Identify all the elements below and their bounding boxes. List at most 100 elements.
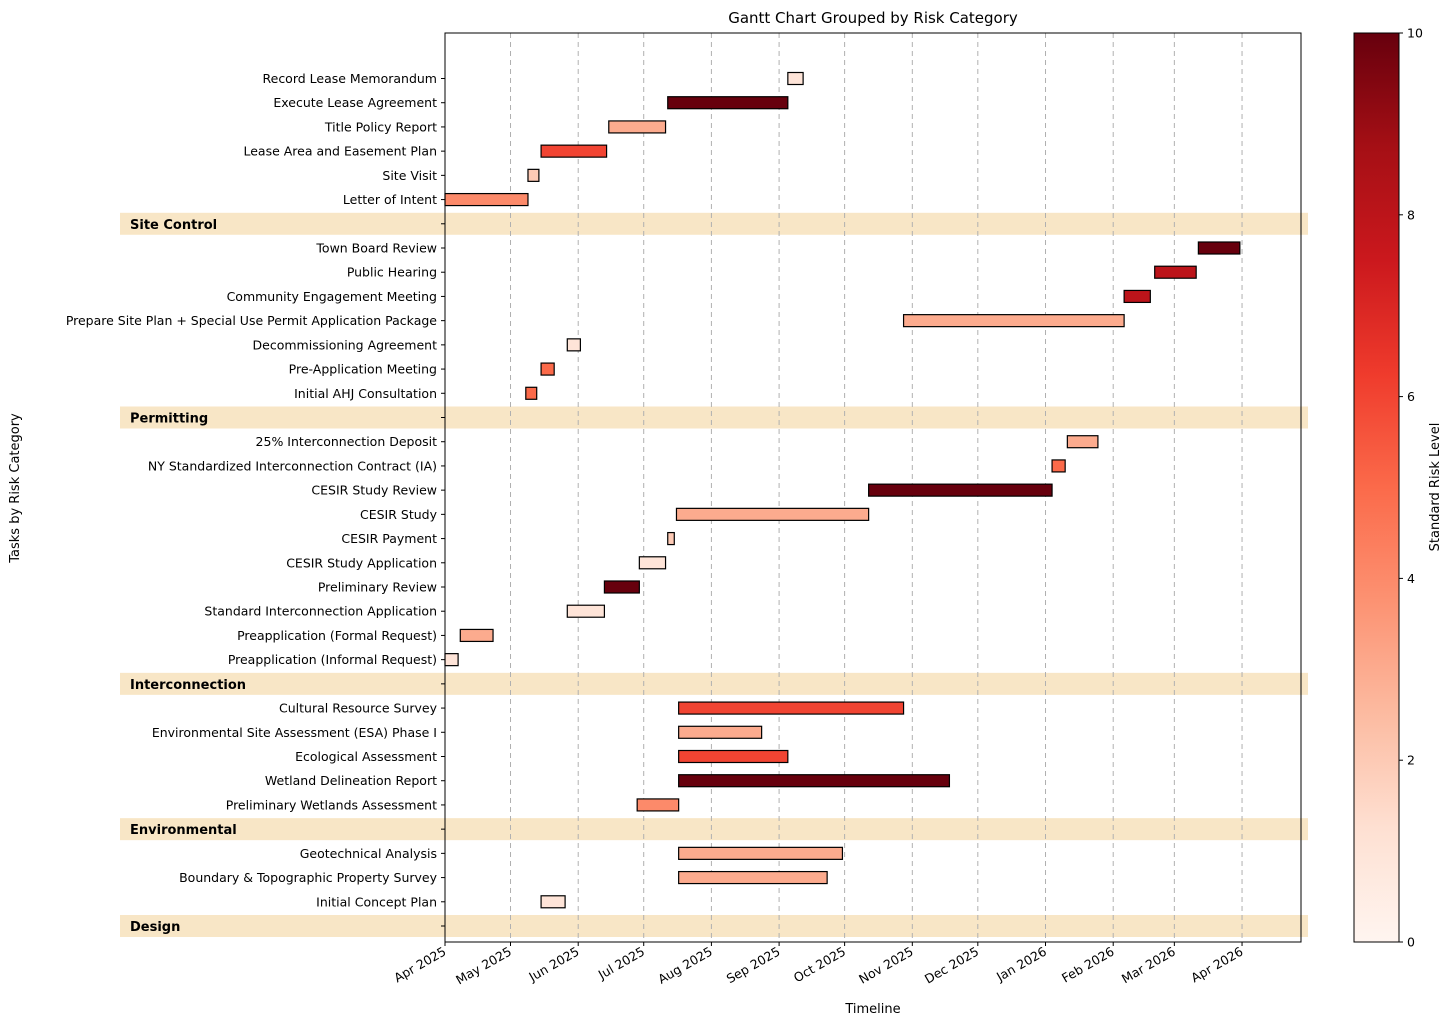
task-bar bbox=[525, 386, 538, 400]
x-tick-label: Oct 2025 bbox=[791, 944, 848, 986]
task-bar bbox=[540, 895, 566, 909]
task-label: Preapplication (Informal Request) bbox=[228, 652, 437, 667]
task-bar bbox=[678, 870, 828, 885]
task-label: Community Engagement Meeting bbox=[227, 289, 437, 304]
x-tick-label: Mar 2026 bbox=[1119, 944, 1178, 987]
colorbar-tick-label: 6 bbox=[1407, 389, 1415, 404]
task-bar bbox=[444, 653, 459, 667]
task-bar bbox=[1066, 435, 1099, 449]
task-bar bbox=[566, 338, 581, 352]
category-label: Permitting bbox=[130, 412, 208, 427]
task-bar bbox=[678, 701, 905, 715]
x-tick-label: Jul 2025 bbox=[595, 944, 647, 983]
task-label: CESIR Study Review bbox=[311, 483, 437, 498]
task-label: CESIR Study bbox=[360, 507, 438, 522]
colorbar: 0 2 4 6 8 10 bbox=[1353, 26, 1423, 950]
category-label: Interconnection bbox=[130, 678, 246, 693]
colorbar-tick-label: 10 bbox=[1407, 26, 1423, 41]
x-tick-labels: Apr 2025 May 2025 Jun 2025 Jul 2025 Aug 2025… bbox=[391, 942, 1246, 988]
x-tick-label: Apr 2026 bbox=[1188, 944, 1245, 986]
task-label: Geotechnical Analysis bbox=[300, 846, 437, 861]
task-label: 25% Interconnection Deposit bbox=[256, 434, 438, 449]
category-bands bbox=[120, 212, 1308, 937]
x-tick-label: Jan 2026 bbox=[993, 944, 1049, 985]
task-bar bbox=[678, 846, 844, 860]
category-band bbox=[120, 212, 1308, 235]
task-bar bbox=[527, 168, 540, 182]
task-label: Prepare Site Plan + Special Use Permit A… bbox=[66, 313, 437, 328]
colorbar-gradient bbox=[1353, 32, 1400, 943]
x-tick-label: May 2025 bbox=[453, 944, 514, 988]
task-bar bbox=[540, 144, 608, 158]
task-label: Wetland Delineation Report bbox=[265, 773, 437, 788]
task-bar bbox=[566, 604, 606, 618]
task-label: Lease Area and Easement Plan bbox=[243, 144, 437, 159]
task-label: Pre-Application Meeting bbox=[289, 362, 437, 377]
x-tick-label: Feb 2026 bbox=[1059, 944, 1117, 986]
task-label: Preliminary Review bbox=[318, 580, 437, 595]
task-bar bbox=[667, 531, 675, 546]
category-band bbox=[120, 406, 1308, 429]
x-tick-label: Apr 2025 bbox=[391, 944, 448, 986]
task-label: Record Lease Memorandum bbox=[263, 71, 438, 86]
x-tick-label: Dec 2025 bbox=[922, 944, 981, 987]
category-band bbox=[120, 818, 1308, 841]
colorbar-tick-label: 4 bbox=[1407, 571, 1415, 586]
y-axis-label: Tasks by Risk Category bbox=[8, 413, 23, 564]
x-tick-label: Nov 2025 bbox=[856, 944, 916, 987]
task-bar bbox=[902, 314, 1125, 328]
task-bar bbox=[678, 774, 951, 788]
task-label: Initial AHJ Consultation bbox=[294, 386, 437, 401]
category-band bbox=[120, 672, 1308, 695]
task-label: CESIR Payment bbox=[341, 531, 437, 546]
task-bar bbox=[1123, 289, 1151, 304]
task-bars bbox=[444, 71, 1241, 909]
task-bar bbox=[603, 580, 640, 594]
task-bar bbox=[636, 798, 680, 812]
task-bar bbox=[868, 483, 1053, 497]
task-bar bbox=[678, 749, 789, 764]
task-label: Execute Lease Agreement bbox=[273, 95, 437, 110]
colorbar-tick-label: 0 bbox=[1407, 935, 1415, 950]
grid-lines bbox=[444, 33, 1243, 942]
task-label: Preapplication (Formal Request) bbox=[237, 628, 437, 643]
task-label: Initial Concept Plan bbox=[316, 894, 437, 909]
category-label: Design bbox=[130, 920, 180, 935]
category-label: Site Control bbox=[130, 218, 217, 233]
category-band bbox=[120, 915, 1308, 937]
task-label: Ecological Assessment bbox=[295, 749, 437, 764]
task-label: Cultural Resource Survey bbox=[279, 701, 438, 716]
colorbar-label: Standard Risk Level bbox=[1428, 423, 1443, 552]
task-label: Standard Interconnection Application bbox=[204, 604, 437, 619]
task-label: Letter of Intent bbox=[343, 192, 437, 207]
task-bar bbox=[608, 120, 667, 134]
x-tick-label: Jun 2025 bbox=[525, 944, 581, 985]
task-bar bbox=[459, 628, 494, 643]
category-label: Environmental bbox=[130, 823, 237, 838]
task-bar bbox=[667, 96, 789, 110]
task-label: Site Visit bbox=[382, 168, 437, 183]
y-tick-labels: Record Lease Memorandum Execute Lease Agr… bbox=[66, 71, 445, 935]
task-bar bbox=[678, 725, 763, 739]
task-label: Public Hearing bbox=[347, 265, 437, 280]
task-label: Decommissioning Agreement bbox=[253, 337, 438, 352]
colorbar-tick-label: 8 bbox=[1407, 207, 1415, 222]
chart-title: Gantt Chart Grouped by Risk Category bbox=[728, 9, 1018, 27]
task-bar bbox=[638, 556, 667, 570]
task-bar bbox=[540, 362, 555, 376]
task-label: Town Board Review bbox=[315, 241, 437, 256]
plot-frame bbox=[444, 32, 1302, 943]
task-bar bbox=[444, 192, 529, 207]
colorbar-tick-label: 2 bbox=[1407, 753, 1415, 768]
task-label: Environmental Site Assessment (ESA) Phas… bbox=[152, 725, 437, 740]
task-bar bbox=[1197, 241, 1241, 255]
task-label: Title Policy Report bbox=[324, 119, 437, 134]
x-tick-label: Aug 2025 bbox=[655, 944, 715, 987]
task-label: NY Standardized Interconnection Contract… bbox=[148, 458, 437, 473]
task-bar bbox=[1051, 459, 1066, 473]
x-axis-label: Timeline bbox=[844, 1002, 900, 1017]
task-bar bbox=[675, 507, 870, 521]
task-label: CESIR Study Application bbox=[286, 555, 437, 570]
task-bar bbox=[787, 71, 804, 86]
